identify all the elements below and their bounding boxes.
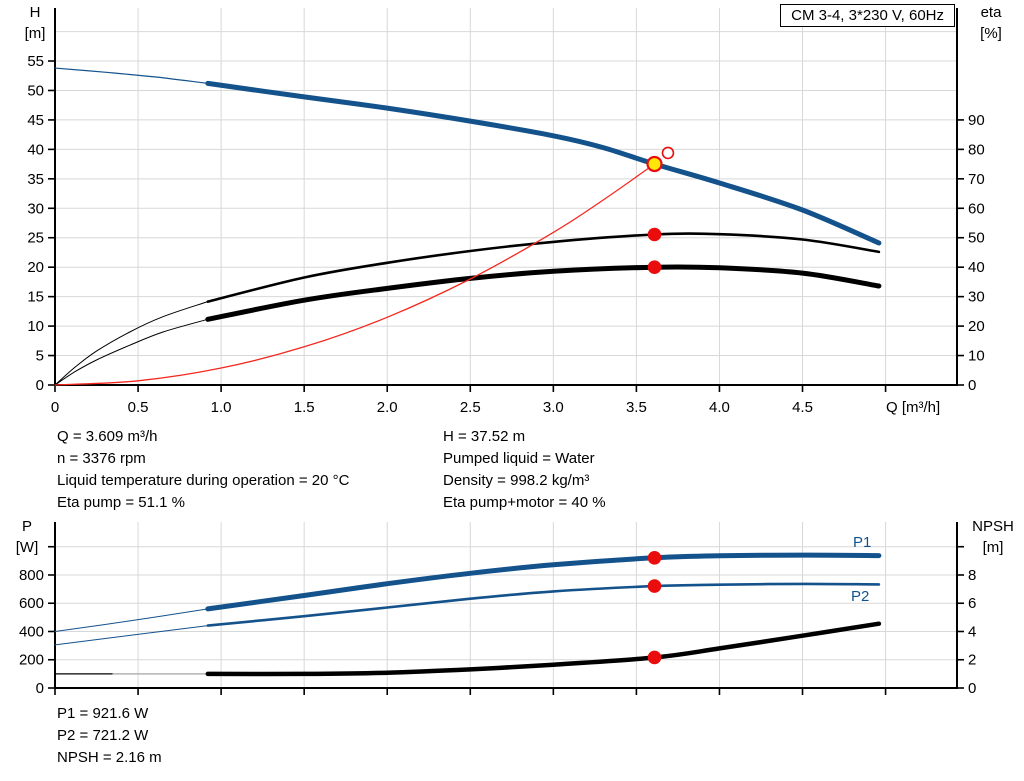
npsh-point	[647, 650, 662, 665]
right-axis-tick-label: 70	[968, 171, 985, 188]
eta-pump-point	[647, 227, 662, 242]
p-axis-label: P [W]	[9, 516, 45, 558]
p1-out-of-range-curve	[54, 608, 209, 632]
eta-axis-label-unit: [%]	[980, 25, 1002, 42]
right-axis-tick-label: 90	[968, 112, 985, 129]
right-axis-tick-label: 0	[968, 680, 976, 697]
info-p2: P2 = 721.2 W	[57, 727, 149, 744]
pump-curve-out-of-range-curve	[54, 67, 209, 84]
left-axis-tick-label: 55	[27, 53, 44, 70]
left-axis-tick-label: 30	[27, 200, 44, 217]
eta-pump-curve	[206, 232, 881, 303]
h-axis-label-name: H	[29, 4, 41, 21]
x-axis-tick-label: 0	[51, 399, 59, 416]
right-axis-tick-label: 20	[968, 318, 985, 335]
left-axis-tick-label: 15	[27, 289, 44, 306]
x-axis-tick-label: 3.5	[626, 399, 647, 416]
right-axis-tick-label: 6	[968, 595, 976, 612]
left-axis-tick-label: 10	[27, 318, 44, 335]
right-axis-tick-label: 0	[968, 377, 976, 394]
p-axis-label-unit: [W]	[15, 539, 39, 556]
info-eta-pump: Eta pump = 51.1 %	[57, 494, 185, 511]
right-axis-tick-label: 50	[968, 230, 985, 247]
info-h: H = 37.52 m	[443, 428, 526, 445]
info-liquid-temperature: Liquid temperature during operation = 20…	[57, 472, 350, 489]
p2-curve-label: P2	[851, 588, 870, 605]
eta-pump-motor-out-of-range-curve	[54, 318, 209, 386]
left-axis-tick-label: 35	[27, 171, 44, 188]
pump-title-box: CM 3-4, 3*230 V, 60Hz	[780, 4, 955, 27]
left-axis-tick-label: 45	[27, 112, 44, 129]
p1-point	[647, 550, 662, 565]
p-axis-label-name: P	[21, 518, 32, 535]
x-axis-tick-label: 3.0	[543, 399, 564, 416]
right-axis-tick-label: 4	[968, 623, 976, 640]
left-axis-tick-label: 50	[27, 82, 44, 99]
info-n: n = 3376 rpm	[57, 450, 146, 467]
right-axis-tick-label: 2	[968, 652, 976, 669]
q-axis-label: Q [m³/h]	[886, 399, 941, 416]
operating-point	[646, 155, 663, 173]
p1-curve	[205, 552, 882, 612]
left-axis-tick-label: 20	[27, 259, 44, 276]
p2-point	[647, 579, 662, 593]
system-curve-curve	[54, 163, 656, 386]
p1-curve-label: P1	[853, 534, 872, 551]
left-axis-tick-label: 0	[36, 377, 44, 394]
info-pumped-liquid: Pumped liquid = Water	[443, 450, 595, 467]
left-axis-tick-label: 600	[19, 595, 44, 612]
x-axis-tick-label: 2.0	[377, 399, 398, 416]
x-axis-tick-label: 1.0	[211, 399, 232, 416]
right-axis-tick-label: 30	[968, 289, 985, 306]
info-eta-pump-motor: Eta pump+motor = 40 %	[443, 494, 606, 511]
right-axis-tick-label: 8	[968, 567, 976, 584]
npsh-axis-label-unit: [m]	[982, 539, 1004, 556]
duty-info-left: Q = 3.609 m³/h n = 3376 rpm Liquid tempe…	[57, 426, 349, 514]
p2-curve	[206, 582, 881, 627]
left-axis-tick-label: 400	[19, 623, 44, 640]
left-axis-tick-label: 5	[36, 348, 44, 365]
h-axis-label: H [m]	[18, 2, 52, 44]
x-axis-tick-label: 4.5	[792, 399, 813, 416]
eta-axis-label: eta [%]	[966, 2, 1016, 44]
right-axis-tick-label: 10	[968, 348, 985, 365]
left-axis-tick-label: 0	[36, 680, 44, 697]
eta-pump-out-of-range-curve	[54, 301, 209, 386]
info-density: Density = 998.2 kg/m³	[443, 472, 590, 489]
result-info: P1 = 921.6 W P2 = 721.2 W NPSH = 2.16 m	[57, 703, 162, 769]
left-axis-tick-label: 800	[19, 567, 44, 584]
requested-duty-point	[661, 146, 675, 160]
x-axis-tick-label: 4.0	[709, 399, 730, 416]
eta-pump-motor-point	[647, 260, 662, 274]
p2-out-of-range-curve	[54, 625, 209, 646]
right-axis-tick-label: 80	[968, 141, 985, 158]
left-axis-tick-label: 200	[19, 652, 44, 669]
x-axis-tick-label: 2.5	[460, 399, 481, 416]
right-axis-tick-label: 60	[968, 200, 985, 217]
x-axis-tick-label: 1.5	[294, 399, 315, 416]
h-axis-label-unit: [m]	[24, 25, 46, 42]
info-q: Q = 3.609 m³/h	[57, 428, 158, 445]
eta-axis-label-name: eta	[980, 4, 1002, 21]
npsh-curve	[205, 621, 882, 677]
info-p1: P1 = 921.6 W	[57, 705, 149, 722]
x-axis-tick-label: 0.5	[128, 399, 149, 416]
left-axis-tick-label: 25	[27, 230, 44, 247]
npsh-axis-label-name: NPSH	[972, 518, 1014, 535]
duty-info-right: H = 37.52 m Pumped liquid = Water Densit…	[443, 426, 606, 514]
left-axis-tick-label: 40	[27, 141, 44, 158]
right-axis-tick-label: 40	[968, 259, 985, 276]
pump-curve-curve	[205, 80, 882, 246]
npsh-axis-label: NPSH [m]	[964, 516, 1022, 558]
eta-pump-motor-curve	[205, 264, 882, 322]
info-npsh: NPSH = 2.16 m	[57, 749, 162, 766]
